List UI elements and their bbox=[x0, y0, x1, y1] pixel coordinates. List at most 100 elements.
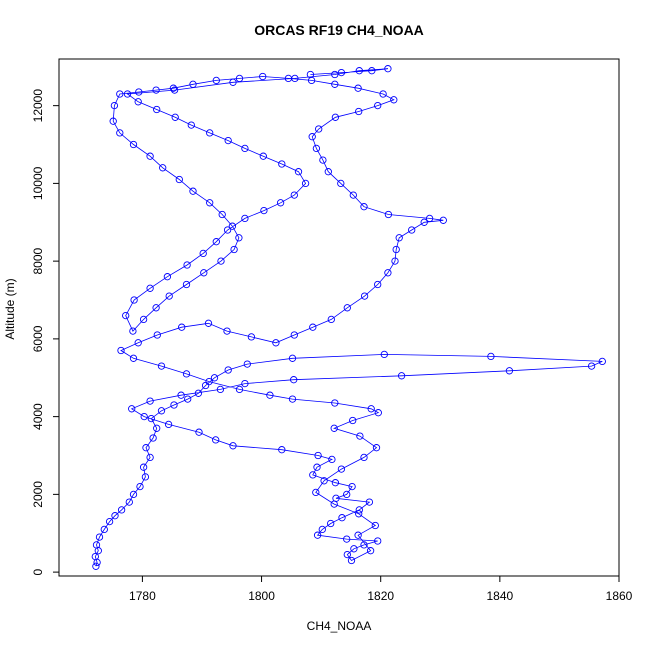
data-point bbox=[187, 121, 195, 129]
data-point bbox=[169, 84, 178, 92]
data-point bbox=[130, 296, 138, 304]
data-point bbox=[183, 261, 191, 269]
data-point bbox=[243, 360, 251, 368]
data-point bbox=[212, 76, 220, 85]
data-point bbox=[330, 500, 338, 508]
data-point bbox=[343, 490, 351, 499]
data-point bbox=[170, 401, 178, 409]
y-tick-label: 12000 bbox=[31, 89, 45, 123]
y-tick-label: 6000 bbox=[31, 325, 45, 352]
data-point bbox=[153, 424, 161, 432]
data-point bbox=[171, 113, 179, 121]
data-point bbox=[163, 273, 172, 281]
data-point bbox=[182, 370, 191, 378]
data-point bbox=[92, 562, 100, 570]
data-point bbox=[315, 125, 323, 133]
y-tick-label: 8000 bbox=[31, 247, 45, 274]
data-point bbox=[439, 216, 447, 224]
data-point bbox=[425, 214, 434, 223]
data-point bbox=[291, 74, 299, 83]
data-point bbox=[194, 389, 203, 397]
y-axis: 0 2000 4000 6000 8000 10000 12000 bbox=[31, 89, 60, 575]
data-point bbox=[105, 517, 114, 526]
x-tick-label: 1820 bbox=[367, 589, 394, 603]
data-point bbox=[328, 455, 336, 464]
data-point bbox=[278, 446, 286, 454]
x-tick-label: 1800 bbox=[248, 589, 275, 603]
data-point bbox=[312, 144, 321, 153]
data-point bbox=[189, 80, 197, 88]
data-point bbox=[259, 152, 267, 160]
data-point bbox=[365, 498, 374, 506]
data-point bbox=[374, 101, 382, 110]
data-point bbox=[204, 319, 213, 327]
data-point bbox=[368, 67, 376, 75]
data-point bbox=[395, 234, 403, 242]
data-point bbox=[355, 67, 363, 75]
data-point bbox=[288, 395, 297, 403]
data-point bbox=[290, 331, 298, 339]
data-point bbox=[91, 552, 99, 561]
data-point bbox=[136, 482, 144, 491]
data-point bbox=[360, 453, 368, 462]
data-point bbox=[384, 210, 393, 219]
data-point bbox=[306, 70, 315, 79]
data-point bbox=[230, 245, 238, 254]
data-point bbox=[343, 550, 351, 559]
data-point bbox=[374, 280, 382, 289]
data-point bbox=[371, 521, 379, 530]
y-tick-label: 10000 bbox=[31, 166, 45, 200]
data-point bbox=[308, 133, 316, 141]
data-point bbox=[122, 311, 130, 320]
data-point bbox=[360, 292, 369, 300]
data-point bbox=[391, 257, 399, 265]
data-point bbox=[223, 226, 232, 234]
data-point bbox=[347, 556, 356, 565]
data-point bbox=[278, 160, 286, 168]
data-point bbox=[366, 547, 375, 555]
data-point bbox=[337, 68, 346, 77]
data-point bbox=[247, 333, 256, 341]
data-point bbox=[146, 453, 154, 462]
data-point bbox=[348, 482, 356, 491]
data-point bbox=[116, 90, 124, 98]
data-point bbox=[313, 531, 322, 539]
data-point bbox=[146, 152, 154, 160]
data-point bbox=[301, 179, 310, 188]
data-point bbox=[354, 84, 362, 92]
data-point bbox=[116, 129, 124, 137]
data-point bbox=[117, 346, 125, 355]
data-point bbox=[152, 86, 160, 94]
data-point bbox=[182, 280, 191, 289]
data-point bbox=[384, 65, 392, 73]
data-point bbox=[111, 512, 119, 520]
data-point bbox=[139, 463, 148, 471]
data-point bbox=[95, 533, 104, 541]
data-point bbox=[319, 156, 327, 164]
data-point bbox=[587, 362, 596, 370]
data-point bbox=[92, 541, 101, 549]
data-point bbox=[259, 72, 267, 81]
data-point bbox=[210, 374, 219, 382]
data-point bbox=[379, 90, 387, 98]
data-point bbox=[153, 331, 161, 339]
data-point bbox=[200, 269, 208, 277]
data-point bbox=[205, 377, 213, 386]
data-point bbox=[384, 269, 392, 277]
series-layer bbox=[91, 65, 606, 570]
data-point bbox=[372, 444, 381, 452]
data-point bbox=[343, 535, 351, 543]
data-point bbox=[331, 80, 339, 88]
data-point bbox=[356, 432, 364, 440]
data-point bbox=[218, 210, 226, 219]
data-point bbox=[276, 199, 285, 207]
chart-title: ORCAS RF19 CH4_NOAA bbox=[254, 22, 424, 38]
data-point bbox=[360, 541, 368, 549]
data-point bbox=[505, 367, 514, 375]
data-point bbox=[100, 525, 108, 534]
x-tick-label: 1860 bbox=[606, 589, 633, 603]
data-point bbox=[337, 179, 345, 188]
data-point bbox=[337, 465, 346, 473]
y-axis-label: Altitude (m) bbox=[3, 278, 17, 339]
